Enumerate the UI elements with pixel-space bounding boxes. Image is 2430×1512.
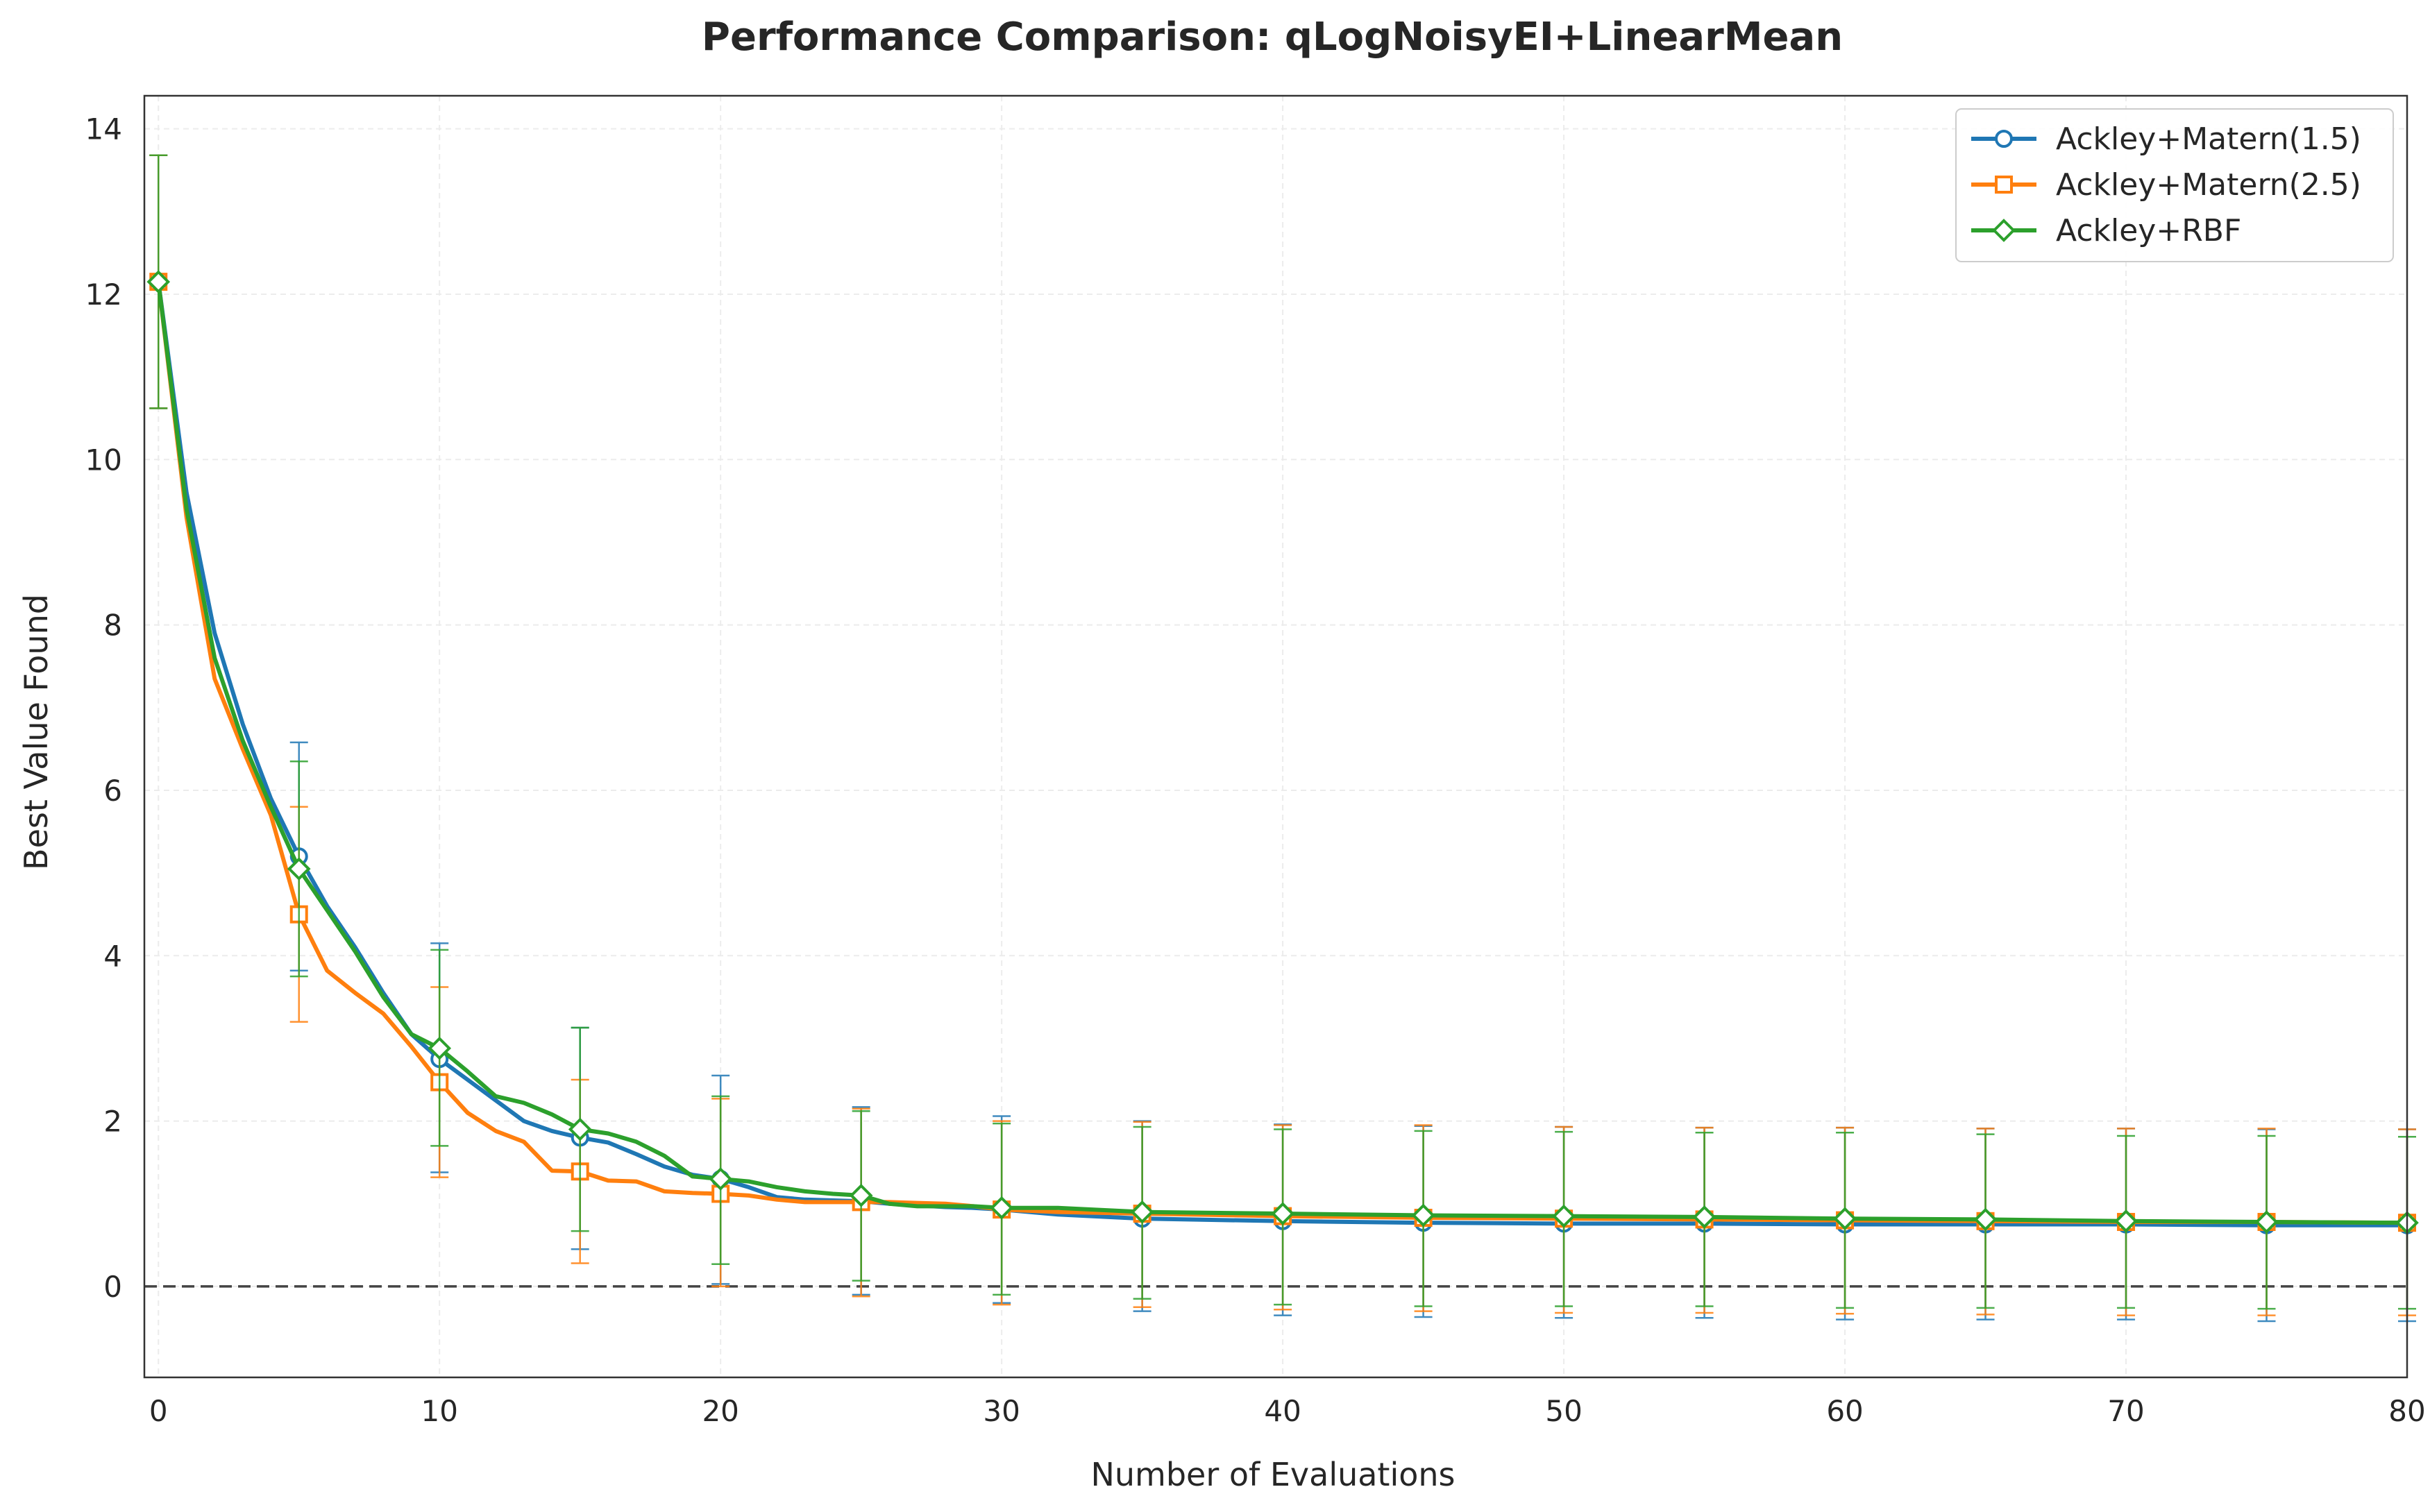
data-point	[2254, 1210, 2279, 1234]
legend: Ackley+Matern(1.5) Ackley+Matern(2.5) Ackl…	[1955, 108, 2394, 262]
series-line	[156, 281, 2408, 1225]
y-tick-label: 10	[85, 443, 122, 477]
x-axis-label: Number of Evaluations	[1090, 1456, 1455, 1493]
legend-swatch-marker	[1992, 219, 2016, 242]
y-axis-ticks: 0 2 4 6 8 10 12 14	[85, 112, 122, 1304]
y-tick-label: 8	[103, 609, 122, 643]
x-tick-label: 70	[2107, 1394, 2144, 1428]
legend-item: Ackley+Matern(2.5)	[1971, 167, 2361, 203]
x-tick-label: 30	[983, 1394, 1020, 1428]
data-point	[1833, 1207, 1857, 1231]
series-line	[156, 281, 2407, 1228]
data-point	[1271, 1202, 1294, 1225]
legend-swatch-marker	[1995, 176, 2013, 194]
legend-swatch-marker	[1995, 130, 2013, 148]
data-point	[849, 1184, 873, 1207]
data-point	[1973, 1207, 1998, 1232]
y-tick-label: 14	[85, 112, 122, 146]
y-axis-label: Best Value Found	[17, 594, 55, 870]
series-layer	[146, 154, 2419, 1323]
series-3	[146, 154, 2419, 1310]
data-point	[1411, 1203, 1435, 1228]
data-point	[990, 1196, 1013, 1220]
y-tick-label: 4	[103, 939, 122, 973]
legend-label: Ackley+Matern(1.5)	[2056, 121, 2361, 157]
x-tick-label: 80	[2388, 1394, 2425, 1428]
data-point	[709, 1167, 733, 1191]
data-point	[2114, 1209, 2138, 1233]
legend-label: Ackley+RBF	[2056, 213, 2241, 248]
y-tick-label: 0	[103, 1270, 122, 1304]
data-point	[146, 270, 171, 294]
data-point	[568, 1117, 592, 1141]
data-point	[1552, 1204, 1576, 1228]
legend-item: Ackley+Matern(1.5)	[1971, 121, 2361, 157]
x-axis-ticks: 0 10 20 30 40 50 60 70 80	[149, 1394, 2426, 1428]
data-point	[287, 857, 311, 881]
x-tick-label: 0	[149, 1394, 168, 1428]
y-tick-label: 6	[103, 774, 122, 808]
legend-box	[1955, 108, 2394, 262]
y-tick-label: 2	[103, 1105, 122, 1139]
x-tick-label: 20	[702, 1394, 739, 1428]
y-tick-label: 12	[85, 278, 122, 312]
chart-title: Performance Comparison: qLogNoisyEI+Line…	[702, 15, 1843, 60]
data-point	[428, 1036, 452, 1060]
legend-item: Ackley+RBF	[1971, 213, 2241, 248]
x-tick-label: 10	[421, 1394, 457, 1428]
data-point	[1692, 1205, 1716, 1229]
x-tick-label: 40	[1264, 1394, 1301, 1428]
legend-label: Ackley+Matern(2.5)	[2056, 167, 2361, 203]
data-point	[1130, 1200, 1154, 1224]
plot-area-frame	[143, 94, 2408, 1379]
series-line	[156, 281, 2408, 1225]
x-tick-label: 60	[1826, 1394, 1863, 1428]
x-tick-label: 50	[1545, 1394, 1582, 1428]
